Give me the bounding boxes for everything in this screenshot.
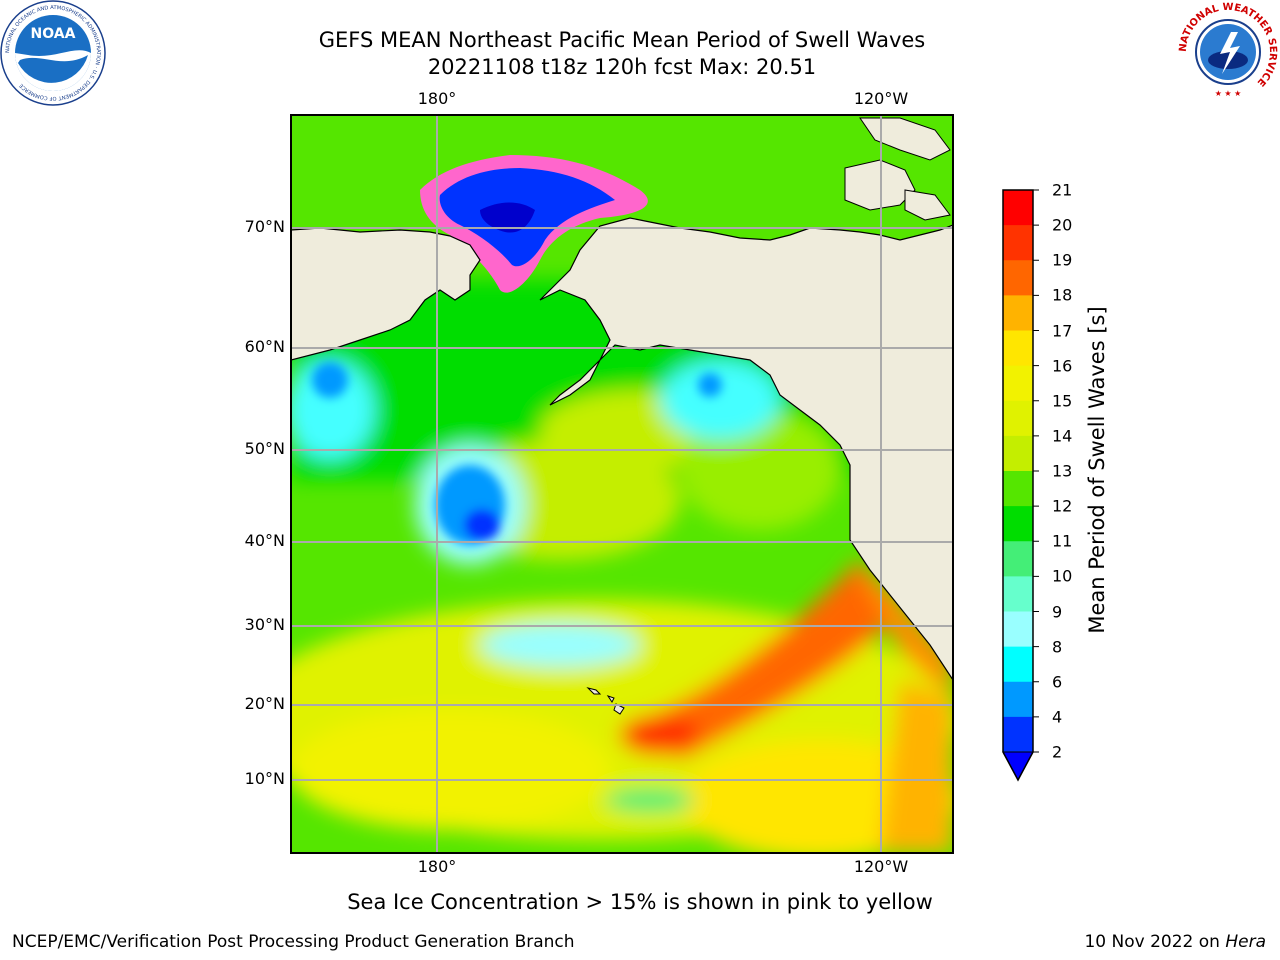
colorbar-segment	[1003, 225, 1033, 261]
colorbar-tick-label: 18	[1052, 285, 1073, 305]
colorbar-segment	[1003, 435, 1033, 472]
lat-label-70n: 70°N	[244, 217, 285, 236]
svg-text:★ ★ ★: ★ ★ ★	[1215, 89, 1242, 98]
colorbar-segment	[1003, 471, 1033, 507]
colorbar-tick-label: 19	[1052, 250, 1073, 270]
colorbar-segment	[1003, 506, 1033, 542]
noaa-logo: NATIONAL OCEANIC AND ATMOSPHERIC ADMINIS…	[0, 0, 106, 106]
colorbar-frame	[1002, 189, 1034, 782]
colorbar-tick-label: 4	[1052, 707, 1063, 727]
footer-date: 10 Nov 2022 on Hera	[1084, 932, 1266, 952]
footer-credit: NCEP/EMC/Verification Post Processing Pr…	[12, 932, 575, 952]
colorbar-tick-label: 2	[1052, 742, 1063, 762]
map-title-line2: 20221108 t18z 120h fcst Max: 20.51	[427, 55, 817, 79]
lat-label-50n: 50°N	[244, 439, 285, 458]
colorbar-segment	[1003, 330, 1033, 367]
colorbar-tick-label: 20	[1052, 215, 1073, 235]
footer-date-text: 10 Nov 2022 on	[1084, 932, 1220, 952]
colorbar-tick-label: 15	[1052, 391, 1073, 411]
colorbar-tick-label: 16	[1052, 356, 1073, 376]
colorbar-segment	[1003, 646, 1033, 683]
national-weather-service-logo: NATIONAL WEATHER SERVICE ★ ★ ★	[1178, 2, 1278, 102]
lat-label-40n: 40°N	[244, 531, 285, 550]
lat-label-20n: 20°N	[244, 694, 285, 713]
lat-label-60n: 60°N	[244, 337, 285, 356]
colorbar-segment	[1003, 716, 1033, 753]
lat-label-30n: 30°N	[244, 615, 285, 634]
colorbar-segment	[1003, 295, 1033, 331]
colorbar-tick-label: 10	[1052, 566, 1073, 586]
colorbar	[1002, 189, 1039, 782]
lon-label-top-180: 180°	[417, 89, 457, 108]
colorbar-tick-label: 6	[1052, 672, 1063, 692]
colorbar-label: Mean Period of Swell Waves [s]	[1085, 306, 1109, 634]
colorbar-segment	[1003, 541, 1033, 577]
colorbar-tick-label: 13	[1052, 461, 1073, 481]
lon-label-bottom-120w: 120°W	[853, 857, 909, 876]
lon-label-bottom-180: 180°	[417, 857, 457, 876]
colorbar-tick-label: 12	[1052, 496, 1073, 516]
colorbar-segment	[1003, 260, 1033, 296]
colorbar-tick-label: 17	[1052, 321, 1073, 340]
colorbar-tick-label: 11	[1052, 531, 1073, 551]
colorbar-tick-label: 21	[1052, 180, 1073, 200]
colorbar-segment	[1003, 681, 1033, 718]
colorbar-tick-label: 14	[1052, 426, 1073, 446]
lon-label-top-120w: 120°W	[853, 89, 909, 108]
colorbar-segment	[1003, 611, 1033, 648]
lat-label-10n: 10°N	[244, 769, 285, 788]
colorbar-segment	[1003, 190, 1033, 226]
colorbar-tick-label: 9	[1052, 602, 1063, 621]
colorbar-extend-arrow	[1002, 751, 1034, 782]
footer-machine: Hera	[1225, 932, 1266, 952]
colorbar-segment	[1003, 400, 1033, 437]
map-title-line1: GEFS MEAN Northeast Pacific Mean Period …	[318, 28, 926, 52]
colorbar-segment	[1003, 365, 1033, 402]
sea-ice-note: Sea Ice Concentration > 15% is shown in …	[347, 890, 933, 914]
colorbar-segment	[1003, 576, 1033, 612]
colorbar-tick-label: 8	[1052, 637, 1063, 657]
svg-text:NOAA: NOAA	[31, 26, 76, 42]
